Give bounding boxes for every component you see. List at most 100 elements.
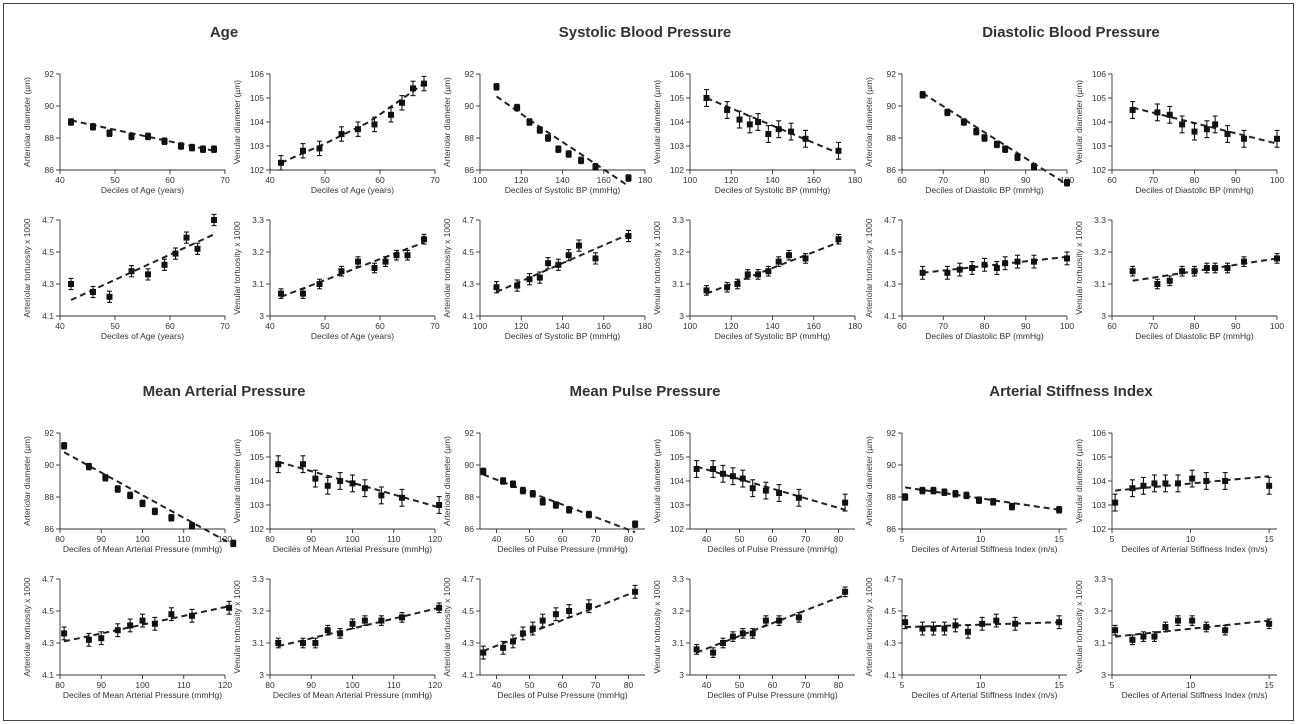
x-tick-label: 100 bbox=[473, 321, 487, 331]
data-point bbox=[1241, 258, 1247, 265]
y-tick-label: 4.5 bbox=[884, 247, 896, 257]
y-axis-label: Venular tortuosity x 1000 bbox=[1074, 221, 1084, 315]
data-point bbox=[382, 258, 389, 265]
data-point bbox=[1203, 265, 1210, 271]
y-tick-label: 105 bbox=[250, 93, 264, 103]
trend-line bbox=[904, 486, 1060, 511]
data-point bbox=[355, 258, 361, 265]
data-point bbox=[835, 147, 842, 154]
y-axis-label: Arteriolar tortuosity x 1000 bbox=[442, 577, 452, 676]
x-tick-label: 80 bbox=[834, 534, 844, 544]
y-tick-label: 102 bbox=[250, 165, 264, 175]
x-tick-label: 40 bbox=[55, 175, 65, 185]
x-tick-label: 160 bbox=[807, 321, 821, 331]
data-point bbox=[795, 494, 802, 501]
data-point bbox=[536, 127, 543, 133]
y-tick-label: 3.2 bbox=[1094, 247, 1106, 257]
x-tick-label: 80 bbox=[624, 534, 634, 544]
y-tick-label: 88 bbox=[45, 133, 55, 143]
y-tick-label: 4.3 bbox=[462, 279, 474, 289]
data-point bbox=[565, 151, 572, 157]
data-point bbox=[710, 649, 717, 656]
y-axis-label: Venular tortuosity x 1000 bbox=[652, 580, 662, 674]
trend-line bbox=[496, 233, 629, 293]
panel-title-arterial-stiffness-index: Arterial Stiffness Index bbox=[989, 383, 1153, 400]
y-tick-label: 103 bbox=[250, 141, 264, 151]
data-point bbox=[1012, 620, 1019, 627]
y-tick-label: 4.5 bbox=[462, 606, 474, 616]
data-point bbox=[106, 130, 113, 137]
y-tick-label: 106 bbox=[1092, 69, 1106, 79]
data-point bbox=[703, 95, 710, 101]
data-point bbox=[139, 617, 146, 624]
data-point bbox=[720, 640, 726, 646]
data-point bbox=[338, 268, 345, 275]
y-tick-label: 90 bbox=[887, 460, 897, 470]
x-axis-label: Deciles of Pulse Pressure (mmHg) bbox=[497, 690, 628, 700]
y-tick-label: 4.1 bbox=[42, 311, 54, 321]
x-axis-label: Deciles of Mean Arterial Pressure (mmHg) bbox=[273, 690, 432, 700]
y-tick-label: 103 bbox=[670, 141, 684, 151]
x-tick-label: 80 bbox=[1190, 175, 1200, 185]
y-tick-label: 4.1 bbox=[42, 670, 54, 680]
x-axis-label: Deciles of Diastolic BP (mmHg) bbox=[925, 331, 1044, 341]
data-point bbox=[919, 487, 926, 494]
data-point bbox=[765, 268, 772, 275]
y-axis-label: Venular tortuosity x 1000 bbox=[232, 221, 242, 315]
data-point bbox=[724, 284, 731, 291]
y-tick-label: 88 bbox=[465, 492, 475, 502]
x-tick-label: 120 bbox=[428, 680, 442, 690]
data-point bbox=[693, 466, 700, 472]
y-tick-label: 103 bbox=[250, 500, 264, 510]
data-point bbox=[1189, 617, 1196, 624]
x-tick-label: 70 bbox=[430, 321, 440, 331]
data-point bbox=[1064, 255, 1070, 262]
y-tick-label: 103 bbox=[1092, 141, 1106, 151]
data-point bbox=[632, 521, 639, 528]
y-tick-label: 90 bbox=[465, 460, 475, 470]
x-tick-label: 110 bbox=[177, 680, 191, 690]
y-tick-label: 102 bbox=[670, 165, 684, 175]
panel-title-age: Age bbox=[210, 24, 238, 41]
y-axis-label: Arteriolar tortuosity x 1000 bbox=[22, 218, 32, 317]
trend-line bbox=[696, 594, 846, 654]
plot-grid: 86 88 90 92 40 50 60 70 Deciles of Age (years) Ar… bbox=[22, 69, 1284, 700]
y-tick-label: 104 bbox=[1092, 476, 1106, 486]
data-point bbox=[324, 627, 331, 634]
data-point bbox=[710, 466, 717, 472]
y-tick-label: 3.3 bbox=[672, 574, 684, 584]
x-tick-label: 15 bbox=[1054, 534, 1064, 544]
subplot-1: 86 88 90 92 40 50 60 70 Deciles of Age (years) Ar… bbox=[22, 69, 230, 195]
y-tick-label: 4.1 bbox=[884, 311, 896, 321]
x-tick-label: 40 bbox=[492, 680, 502, 690]
data-point bbox=[965, 628, 971, 635]
y-tick-label: 4.5 bbox=[884, 606, 896, 616]
y-tick-label: 106 bbox=[670, 428, 684, 438]
x-tick-label: 50 bbox=[735, 680, 745, 690]
data-point bbox=[842, 499, 849, 506]
x-tick-label: 60 bbox=[768, 680, 778, 690]
x-tick-label: 10 bbox=[1186, 680, 1196, 690]
y-tick-label: 3.2 bbox=[672, 247, 684, 257]
x-tick-label: 120 bbox=[428, 534, 442, 544]
data-point bbox=[114, 486, 121, 492]
x-tick-label: 40 bbox=[702, 680, 712, 690]
y-tick-label: 105 bbox=[250, 452, 264, 462]
data-point bbox=[114, 627, 121, 634]
data-point bbox=[944, 269, 951, 276]
data-point bbox=[90, 289, 96, 295]
y-axis-label: Arteriolar diameter (µm) bbox=[442, 77, 452, 167]
x-tick-label: 120 bbox=[218, 680, 232, 690]
data-point bbox=[399, 99, 405, 106]
x-tick-label: 140 bbox=[765, 175, 779, 185]
data-point bbox=[1191, 128, 1198, 135]
y-axis-label: Venular diameter (µm) bbox=[1074, 439, 1084, 523]
y-axis-label: Arteriolar diameter (µm) bbox=[442, 436, 452, 526]
subplot-2: 102 103 104 105 106 40 50 60 70 Deciles of Age (y… bbox=[232, 69, 440, 195]
data-point bbox=[555, 261, 562, 268]
data-point bbox=[555, 146, 562, 153]
